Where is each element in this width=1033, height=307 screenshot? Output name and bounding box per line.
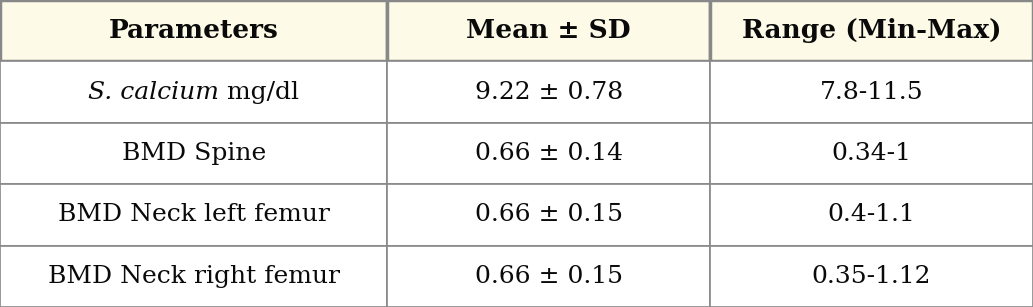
Text: 7.8-11.5: 7.8-11.5: [820, 81, 924, 103]
Text: 9.22 ± 0.78: 9.22 ± 0.78: [475, 81, 623, 103]
Text: Parameters: Parameters: [108, 18, 279, 43]
Text: 0.34-1: 0.34-1: [832, 142, 911, 165]
Text: 0.66 ± 0.15: 0.66 ± 0.15: [475, 204, 623, 226]
Text: 0.35-1.12: 0.35-1.12: [812, 265, 932, 288]
Bar: [387, 61, 711, 123]
Text: BMD Neck right femur: BMD Neck right femur: [48, 265, 340, 288]
Text: 0.4-1.1: 0.4-1.1: [827, 204, 915, 226]
Bar: [387, 0, 711, 61]
Bar: [0, 61, 387, 123]
Bar: [711, 184, 1033, 246]
Text: S. calcium: S. calcium: [88, 81, 219, 103]
Text: 0.66 ± 0.15: 0.66 ± 0.15: [475, 265, 623, 288]
Bar: [0, 184, 387, 246]
Bar: [0, 246, 387, 307]
Text: mg/dl: mg/dl: [219, 81, 300, 103]
Text: BMD Neck left femur: BMD Neck left femur: [58, 204, 330, 226]
Bar: [387, 246, 711, 307]
Bar: [711, 123, 1033, 184]
Bar: [387, 123, 711, 184]
Bar: [387, 184, 711, 246]
Text: BMD Spine: BMD Spine: [122, 142, 265, 165]
Text: 0.66 ± 0.14: 0.66 ± 0.14: [475, 142, 623, 165]
Bar: [711, 246, 1033, 307]
Bar: [0, 123, 387, 184]
Bar: [711, 0, 1033, 61]
Text: Mean ± SD: Mean ± SD: [467, 18, 631, 43]
Bar: [711, 61, 1033, 123]
Text: Range (Min-Max): Range (Min-Max): [742, 18, 1001, 43]
Bar: [0, 0, 387, 61]
